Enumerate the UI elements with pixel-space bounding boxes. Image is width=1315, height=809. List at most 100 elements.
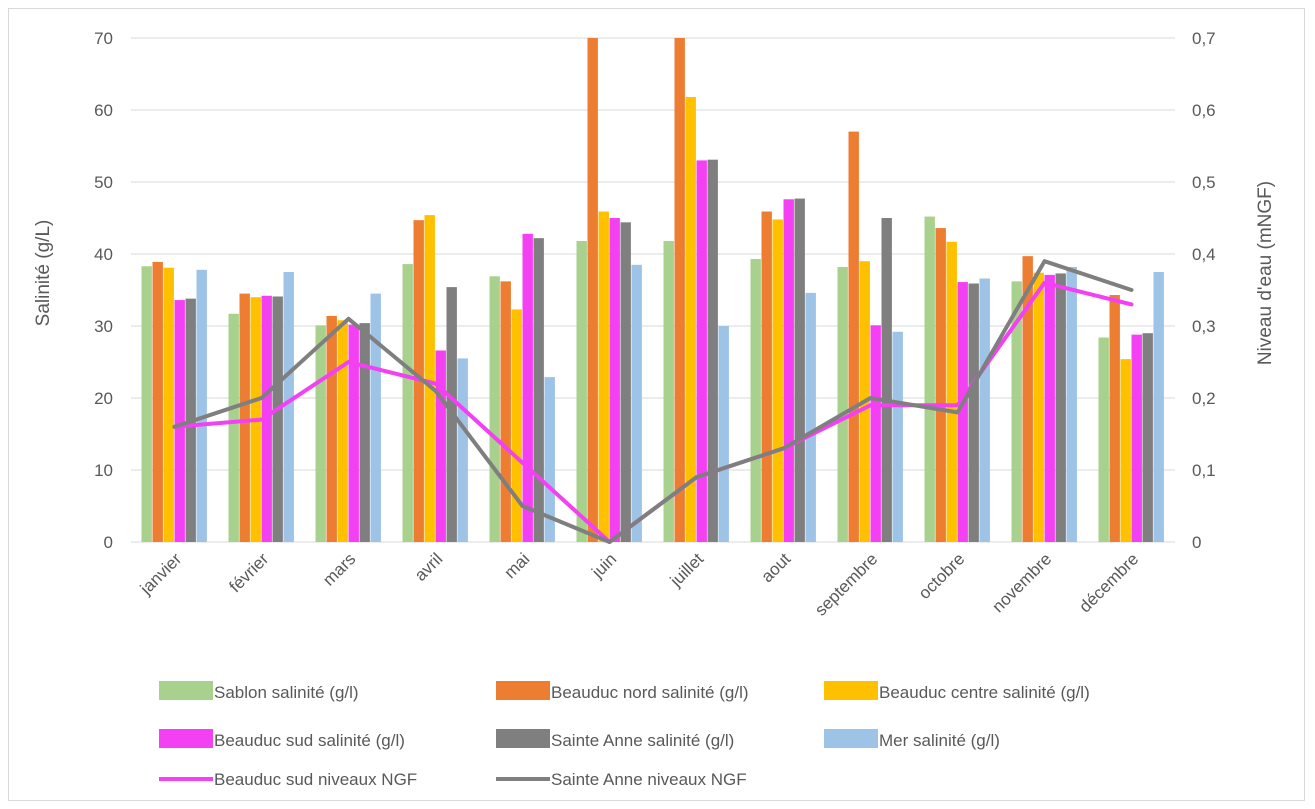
- bar: [337, 320, 348, 542]
- legend-label: Beauduc sud salinité (g/l): [214, 731, 405, 750]
- gridlines: [131, 37, 1175, 543]
- bar: [674, 38, 685, 542]
- legend-swatch: [159, 729, 213, 748]
- y2-axis-title: Niveau d'eau (mNGF): [1255, 181, 1276, 365]
- bar: [870, 325, 881, 542]
- series-line: [172, 259, 1134, 544]
- x-tick-label: aout: [757, 549, 794, 586]
- bar: [924, 216, 935, 542]
- line-series: [172, 259, 1134, 544]
- bar: [141, 266, 152, 542]
- y2-tick-label: 0,5: [1192, 173, 1216, 192]
- bar: [696, 160, 707, 542]
- legend-label: Sablon salinité (g/l): [214, 683, 359, 702]
- legend-label: Beauduc centre salinité (g/l): [879, 683, 1090, 702]
- legend-label: Beauduc nord salinité (g/l): [551, 683, 749, 702]
- y-tick-label: 60: [94, 101, 113, 120]
- bar: [1044, 274, 1055, 542]
- bar: [261, 295, 272, 542]
- y-tick-label: 70: [94, 29, 113, 48]
- bar: [707, 159, 718, 542]
- bar: [576, 241, 587, 543]
- legend-swatch: [159, 681, 213, 700]
- y-axis-right: 0 0,1 0,2 0,3 0,4 0,5 0,6 0,7: [1192, 29, 1216, 552]
- bar: [272, 296, 283, 542]
- bar: [326, 315, 337, 542]
- bar: [1011, 281, 1022, 542]
- bar: [489, 276, 500, 542]
- bar: [1055, 273, 1066, 542]
- legend-swatch: [496, 729, 550, 748]
- y-tick-label: 20: [94, 389, 113, 408]
- bar-series: [141, 38, 1164, 543]
- bar: [511, 309, 522, 542]
- x-tick-label: mai: [501, 549, 534, 582]
- bar: [772, 219, 783, 542]
- bar: [1142, 333, 1153, 542]
- bar: [152, 261, 163, 542]
- legend-label: Sainte Anne niveaux NGF: [551, 770, 747, 789]
- bar: [979, 278, 990, 542]
- bar: [968, 283, 979, 542]
- bar: [761, 211, 772, 542]
- bar: [239, 293, 250, 542]
- y2-tick-label: 0,3: [1192, 317, 1216, 336]
- bar: [837, 266, 848, 542]
- legend-swatch: [824, 681, 878, 700]
- y2-tick-label: 0: [1192, 533, 1201, 552]
- y2-tick-label: 0,2: [1192, 389, 1216, 408]
- y-axis-title: Salinité (g/L): [33, 220, 54, 327]
- bar: [783, 199, 794, 542]
- bar: [750, 259, 761, 542]
- bar: [348, 324, 359, 542]
- x-tick-label: février: [225, 549, 272, 596]
- bar: [359, 323, 370, 542]
- bar: [457, 358, 468, 542]
- bar: [424, 215, 435, 542]
- x-tick-label: juin: [587, 549, 620, 582]
- x-tick-label: mars: [319, 549, 359, 589]
- bar: [500, 281, 511, 542]
- bar: [370, 293, 381, 542]
- bar: [935, 228, 946, 542]
- bar: [957, 282, 968, 542]
- bar: [283, 272, 294, 542]
- bar: [685, 97, 696, 542]
- x-tick-label: avril: [411, 549, 446, 584]
- bar: [881, 218, 892, 542]
- bar: [587, 38, 598, 542]
- x-tick-label: septembre: [811, 549, 881, 619]
- bar: [892, 331, 903, 542]
- x-tick-label: octobre: [915, 549, 969, 603]
- bar: [228, 313, 239, 542]
- bar: [174, 300, 185, 542]
- bar: [1131, 334, 1142, 542]
- bar: [315, 325, 326, 542]
- bar: [1120, 359, 1131, 542]
- bar: [609, 218, 620, 542]
- y-tick-label: 0: [104, 533, 113, 552]
- bar: [794, 198, 805, 542]
- bar: [522, 233, 533, 542]
- bar: [402, 264, 413, 542]
- legend-label: Mer salinité (g/l): [879, 731, 1000, 750]
- y2-tick-label: 0,6: [1192, 101, 1216, 120]
- bar: [663, 241, 674, 543]
- bar: [163, 267, 174, 542]
- legend: Sablon salinité (g/l) Beauduc nord salini…: [159, 681, 1090, 789]
- bar: [946, 241, 957, 542]
- bar: [435, 350, 446, 542]
- y-tick-label: 50: [94, 173, 113, 192]
- bar: [1109, 295, 1120, 542]
- x-tick-label: juillet: [666, 549, 708, 591]
- legend-swatch: [496, 681, 550, 700]
- y-tick-label: 30: [94, 317, 113, 336]
- legend-label: Beauduc sud niveaux NGF: [214, 770, 417, 789]
- bar: [1098, 337, 1109, 542]
- y2-tick-label: 0,7: [1192, 29, 1216, 48]
- y-tick-label: 40: [94, 245, 113, 264]
- bar: [533, 238, 544, 542]
- x-tick-label: décembre: [1075, 549, 1142, 616]
- combo-chart: 0 10 20 30 40 50 60 70 0 0,1 0,2 0,3 0,4 0,5 0,6 0,7 j…: [33, 29, 1276, 789]
- legend-label: Sainte Anne salinité (g/l): [551, 731, 734, 750]
